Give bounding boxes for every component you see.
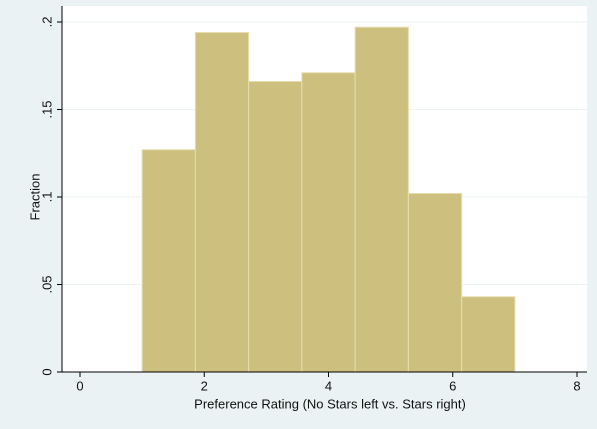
y-axis-title: Fraction — [27, 174, 42, 221]
x-axis-title: Preference Rating (No Stars left vs. Sta… — [194, 396, 466, 411]
y-tick-label: .05 — [39, 275, 54, 293]
y-tick-label: 0 — [39, 368, 54, 375]
y-tick-label: .1 — [39, 192, 54, 203]
x-tick-label: 4 — [325, 378, 332, 393]
x-tick-label: 0 — [76, 378, 83, 393]
x-tick-label: 6 — [449, 378, 456, 393]
x-tick-label: 8 — [573, 378, 580, 393]
y-tick-label: .2 — [39, 17, 54, 28]
bar — [354, 26, 409, 373]
bar — [248, 81, 303, 373]
bar — [301, 72, 356, 373]
x-tick-label: 2 — [201, 378, 208, 393]
bar — [141, 149, 196, 373]
y-tick-label: .15 — [39, 100, 54, 118]
bar — [194, 32, 250, 373]
bar — [407, 193, 463, 373]
bar — [461, 296, 516, 373]
